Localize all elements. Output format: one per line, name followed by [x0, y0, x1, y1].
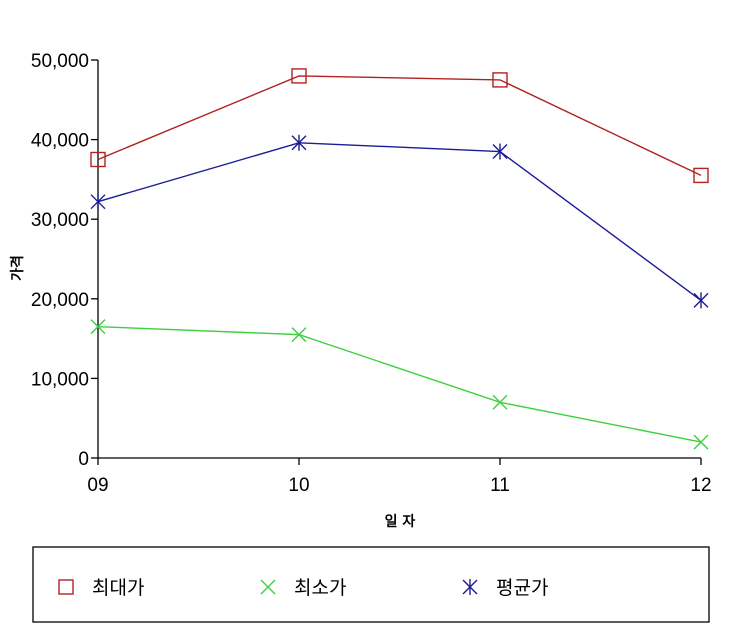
legend-label: 최소가	[294, 577, 346, 599]
y-axis-title: 가격	[9, 255, 26, 281]
series-group	[90, 68, 709, 450]
data-point-square	[492, 72, 508, 88]
data-point-star	[492, 143, 508, 160]
y-tick-label: 40,000	[31, 131, 89, 152]
series-line-1	[97, 75, 702, 177]
data-point-square	[693, 167, 709, 184]
data-point-square	[291, 68, 307, 84]
legend-label: 평균가	[496, 577, 548, 599]
x-axis-title: 일 자	[385, 514, 416, 530]
y-tick-label: 0	[78, 449, 89, 470]
legend-marker-star	[462, 579, 478, 595]
data-point-star	[693, 292, 709, 309]
data-point-star	[90, 193, 106, 210]
x-tick-label: 09	[87, 475, 108, 496]
legend-box	[32, 546, 710, 623]
y-tick-label: 10,000	[31, 369, 89, 390]
x-tick-label: 12	[690, 475, 711, 496]
axes	[97, 60, 701, 459]
data-point-star	[291, 134, 307, 151]
series-line-2	[97, 325, 702, 443]
x-tick-label: 11	[490, 475, 510, 496]
y-tick-label: 20,000	[31, 290, 89, 311]
legend: 최대가 최소가 평균가	[32, 546, 710, 623]
data-point-x	[492, 394, 508, 410]
x-ticks: 09 10 11 12	[87, 458, 712, 496]
x-tick-label: 10	[288, 475, 309, 496]
y-tick-label: 50,000	[31, 51, 89, 72]
legend-marker-square	[58, 579, 74, 595]
legend-label: 최대가	[92, 577, 144, 599]
y-ticks: 0 10,000 20,000 30,000 40,000 50,000	[31, 51, 98, 470]
data-point-x	[693, 434, 709, 450]
y-tick-label: 30,000	[31, 210, 89, 231]
data-point-square	[90, 151, 106, 168]
legend-marker-x	[260, 579, 276, 595]
data-point-x	[291, 327, 307, 343]
series-line-3	[97, 142, 702, 301]
data-point-x	[90, 319, 106, 335]
